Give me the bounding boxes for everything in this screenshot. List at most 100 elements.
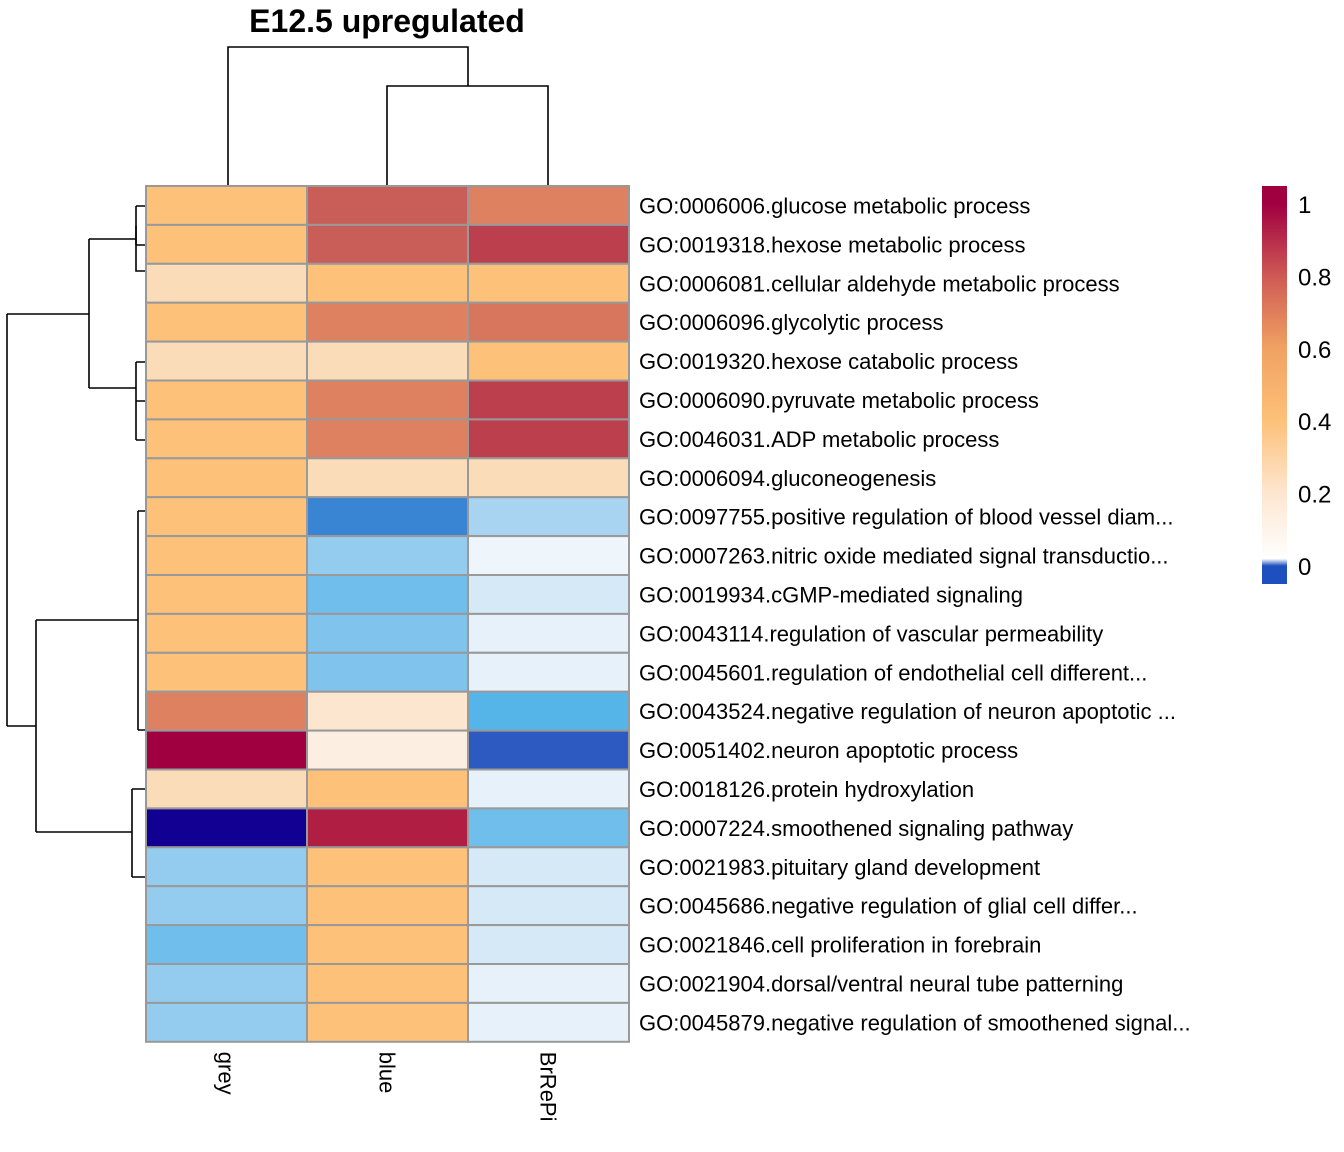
heatmap-cell xyxy=(306,262,469,304)
heatmap-cell xyxy=(467,651,630,693)
heatmap-cell xyxy=(145,1001,308,1043)
heatmap-cell xyxy=(467,262,630,304)
heatmap-cell xyxy=(306,574,469,615)
heatmap-cell xyxy=(467,340,630,382)
row-label: GO:0043114.regulation of vascular permea… xyxy=(639,621,1103,646)
heatmap-cell xyxy=(467,301,630,343)
heatmap-cell xyxy=(145,535,308,576)
row-label: GO:0046031.ADP metabolic process xyxy=(639,427,999,452)
heatmap-cell xyxy=(145,612,308,654)
legend-colorbar xyxy=(1262,186,1287,584)
row-label: GO:0043524.negative regulation of neuron… xyxy=(639,699,1176,724)
row-label: GO:0021983.pituitary gland development xyxy=(639,855,1040,880)
heatmap-cell xyxy=(145,963,308,1004)
row-label: GO:0006096.glycolytic process xyxy=(639,310,944,335)
heatmap-cell xyxy=(306,651,469,693)
column-label: grey xyxy=(214,1052,239,1095)
row-label: GO:0045601.regulation of endothelial cel… xyxy=(639,660,1147,685)
heatmap-cell xyxy=(467,223,630,265)
heatmap-cell xyxy=(145,846,308,888)
row-label: GO:0097755.positive regulation of blood … xyxy=(639,505,1173,530)
column-dendrogram xyxy=(227,46,549,186)
heatmap-cell xyxy=(306,1001,469,1043)
chart-title: E12.5 upregulated xyxy=(249,3,525,39)
heatmap-cell xyxy=(145,457,308,499)
heatmap-cell xyxy=(467,574,630,615)
row-label: GO:0006094.gluconeogenesis xyxy=(639,466,936,491)
heatmap-cell xyxy=(145,418,308,460)
heatmap-cell xyxy=(306,768,469,810)
heatmap-cell xyxy=(145,574,308,615)
legend-tick-label: 0.2 xyxy=(1298,482,1331,509)
heatmap-cell xyxy=(306,301,469,343)
column-label: BrRePi xyxy=(536,1052,561,1122)
heatmap-cell xyxy=(467,185,630,226)
heatmap-cell xyxy=(467,885,630,927)
heatmap-cell xyxy=(145,496,308,538)
heatmap-cell xyxy=(467,729,630,771)
heatmap-cell xyxy=(306,496,469,538)
heatmap-cell xyxy=(467,768,630,810)
heatmap-cell xyxy=(306,379,469,421)
row-label: GO:0021904.dorsal/ventral neural tube pa… xyxy=(639,971,1123,996)
heatmap-cell xyxy=(145,340,308,382)
row-label: GO:0019320.hexose catabolic process xyxy=(639,349,1018,374)
heatmap-cell xyxy=(467,457,630,499)
heatmap-cell xyxy=(467,1001,630,1043)
row-label: GO:0019934.cGMP-mediated signaling xyxy=(639,582,1023,607)
heatmap-cell xyxy=(145,729,308,771)
heatmap-cell xyxy=(467,418,630,460)
heatmap-cell xyxy=(306,535,469,576)
heatmap-cell xyxy=(145,262,308,304)
heatmap-cell xyxy=(467,963,630,1004)
row-label: GO:0019318.hexose metabolic process xyxy=(639,232,1025,257)
heatmap-cells xyxy=(145,185,630,1043)
heatmap-cell xyxy=(306,924,469,965)
row-label: GO:0021846.cell proliferation in forebra… xyxy=(639,933,1041,958)
heatmap-cell xyxy=(467,535,630,576)
heatmap-cell xyxy=(145,185,308,226)
heatmap-cell xyxy=(145,768,308,810)
heatmap-cell xyxy=(306,807,469,849)
heatmap-cell xyxy=(306,963,469,1004)
heatmap-cell xyxy=(467,496,630,538)
legend-tick-label: 0.8 xyxy=(1298,264,1331,291)
row-label: GO:0045879.negative regulation of smooth… xyxy=(639,1010,1191,1035)
heatmap-cell xyxy=(467,846,630,888)
column-label: blue xyxy=(375,1052,400,1094)
legend-tick-label: 0.4 xyxy=(1298,409,1331,436)
heatmap-cell xyxy=(306,846,469,888)
row-labels: GO:0006006.glucose metabolic process GO:0… xyxy=(639,193,1191,1035)
heatmap-cell xyxy=(145,301,308,343)
row-label: GO:0007263.nitric oxide mediated signal … xyxy=(639,544,1169,569)
heatmap-cell xyxy=(145,807,308,849)
heatmap-cell xyxy=(467,924,630,965)
legend-tick-label: 0 xyxy=(1298,554,1311,581)
row-label: GO:0051402.neuron apoptotic process xyxy=(639,738,1018,763)
heatmap-cell xyxy=(306,340,469,382)
legend-tick-label: 0.6 xyxy=(1298,337,1331,364)
heatmap-cell xyxy=(306,690,469,732)
heatmap-cell xyxy=(306,418,469,460)
heatmap-cell xyxy=(145,924,308,965)
heatmap-cell xyxy=(145,379,308,421)
row-label: GO:0006090.pyruvate metabolic process xyxy=(639,388,1039,413)
heatmap-cell xyxy=(145,651,308,693)
heatmap-cell xyxy=(306,729,469,771)
legend-tick-label: 1 xyxy=(1298,192,1311,219)
row-label: GO:0045686.negative regulation of glial … xyxy=(639,894,1138,919)
color-legend: 0 0.2 0.4 0.6 0.8 1 xyxy=(1262,186,1331,584)
heatmap-cell xyxy=(467,690,630,732)
heatmap-cell xyxy=(467,807,630,849)
row-label: GO:0006006.glucose metabolic process xyxy=(639,193,1030,218)
heatmap-cell xyxy=(306,885,469,927)
heatmap-cell xyxy=(306,223,469,265)
row-label: GO:0018126.protein hydroxylation xyxy=(639,777,974,802)
heatmap-cell xyxy=(306,185,469,226)
heatmap-cell xyxy=(145,223,308,265)
heatmap-cell xyxy=(467,379,630,421)
heatmap-cell xyxy=(145,885,308,927)
row-dendrogram xyxy=(6,205,146,878)
heatmap-cell xyxy=(467,612,630,654)
